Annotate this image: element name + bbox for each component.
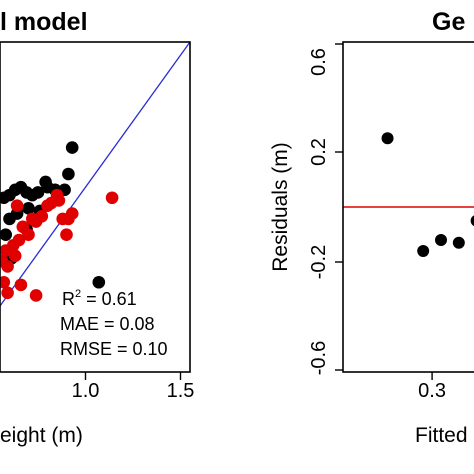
right-x-axis: 0.3 <box>418 372 446 402</box>
right-y-tick-label: 0.2 <box>308 138 330 166</box>
r-squared-label: R2 = 0.61 <box>62 288 137 309</box>
right-y-axis: 0.6 0.2 -0.2 -0.6 <box>308 43 343 375</box>
left-x-tick-label: 1.0 <box>72 380 100 402</box>
rmse-label: RMSE = 0.10 <box>60 339 168 359</box>
residual-point <box>435 234 447 246</box>
right-y-tick-label: -0.6 <box>308 341 330 375</box>
left-x-tick-label: 1.5 <box>167 380 195 402</box>
residual-point <box>381 132 394 145</box>
red-data-point <box>60 228 73 242</box>
residual-point <box>470 215 474 227</box>
right-plot-area <box>343 132 474 257</box>
black-data-point <box>0 228 12 242</box>
black-data-point <box>22 202 35 215</box>
left-panel-title: l model <box>0 8 88 36</box>
black-data-point <box>31 186 45 199</box>
black-data-point <box>92 275 106 289</box>
mae-label: MAE = 0.08 <box>60 314 155 334</box>
red-data-point <box>105 191 119 205</box>
left-plot-area <box>0 41 191 307</box>
right-y-tick-label: -0.2 <box>308 245 330 279</box>
right-y-axis-label: Residuals (m) <box>269 142 292 272</box>
left-panel: l model 1.0 1.5 R2 = 0.61 MAE = 0.08 RMSE… <box>0 8 194 447</box>
black-data-point <box>65 141 79 154</box>
right-panel-title: Ge <box>432 8 465 36</box>
left-stats-annotation: R2 = 0.61 MAE = 0.08 RMSE = 0.10 <box>60 288 168 359</box>
left-x-axis: 1.0 1.5 <box>72 372 195 402</box>
red-data-point <box>22 228 35 242</box>
red-data-point <box>29 289 43 302</box>
red-data-point <box>65 207 79 220</box>
right-panel: Ge 0.6 0.2 -0.2 -0.6 0.3 Residuals (m) Fitt… <box>269 8 474 447</box>
red-data-point <box>1 286 14 300</box>
red-data-point <box>14 278 28 292</box>
left-x-axis-label: eight (m) <box>0 424 83 447</box>
left-plot-frame <box>0 41 191 373</box>
red-data-point <box>8 249 22 263</box>
one-to-one-line <box>0 41 191 307</box>
right-plot-frame <box>342 41 474 373</box>
red-data-point <box>35 209 49 223</box>
red-data-point <box>1 260 14 273</box>
residual-point <box>452 236 465 249</box>
black-data-point <box>62 167 75 181</box>
red-data-point <box>0 275 11 289</box>
right-x-tick-label: 0.3 <box>418 380 446 402</box>
residual-point <box>417 245 430 257</box>
red-data-point <box>50 188 64 202</box>
right-y-tick-label: 0.6 <box>308 48 330 76</box>
red-data-point <box>12 233 26 247</box>
red-data-point <box>10 199 24 212</box>
right-x-axis-label: Fitted <box>415 424 468 447</box>
